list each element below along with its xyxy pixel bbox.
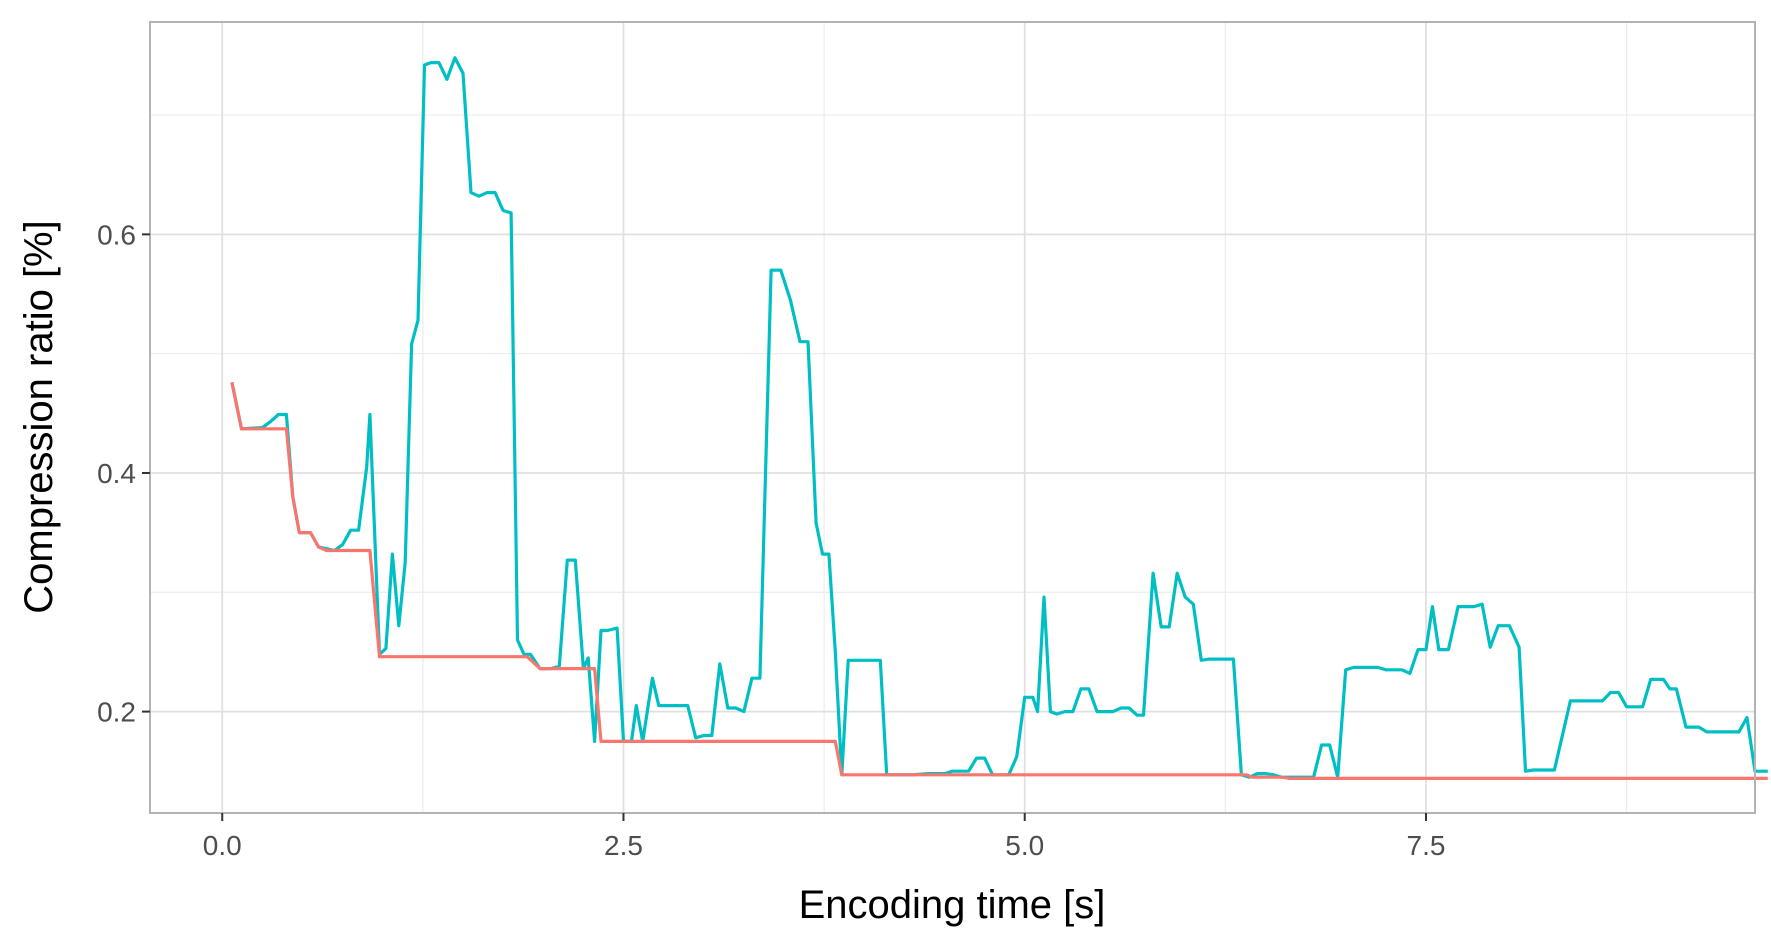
- plot-border: [149, 21, 1756, 814]
- series-lines: [230, 56, 1768, 780]
- x-tick-label: 2.5: [604, 830, 643, 861]
- y-tick-label: 0.4: [97, 458, 136, 489]
- grid-lines: [150, 22, 1755, 813]
- series-line-2: [230, 381, 1768, 780]
- plot-background: [150, 22, 1755, 813]
- y-tick-label: 0.2: [97, 697, 136, 728]
- axis-ticks: 0.0 2.5 5.0 7.5 0.2 0.4 0.6: [97, 219, 1445, 861]
- x-axis-title: Encoding time [s]: [799, 883, 1106, 927]
- x-tick-label: 7.5: [1407, 830, 1446, 861]
- x-tick-label: 5.0: [1005, 830, 1044, 861]
- y-axis-title: Compression ratio [%]: [17, 220, 61, 613]
- x-tick-label: 0.0: [203, 830, 242, 861]
- y-tick-label: 0.6: [97, 219, 136, 250]
- series-line-1: [230, 56, 1768, 779]
